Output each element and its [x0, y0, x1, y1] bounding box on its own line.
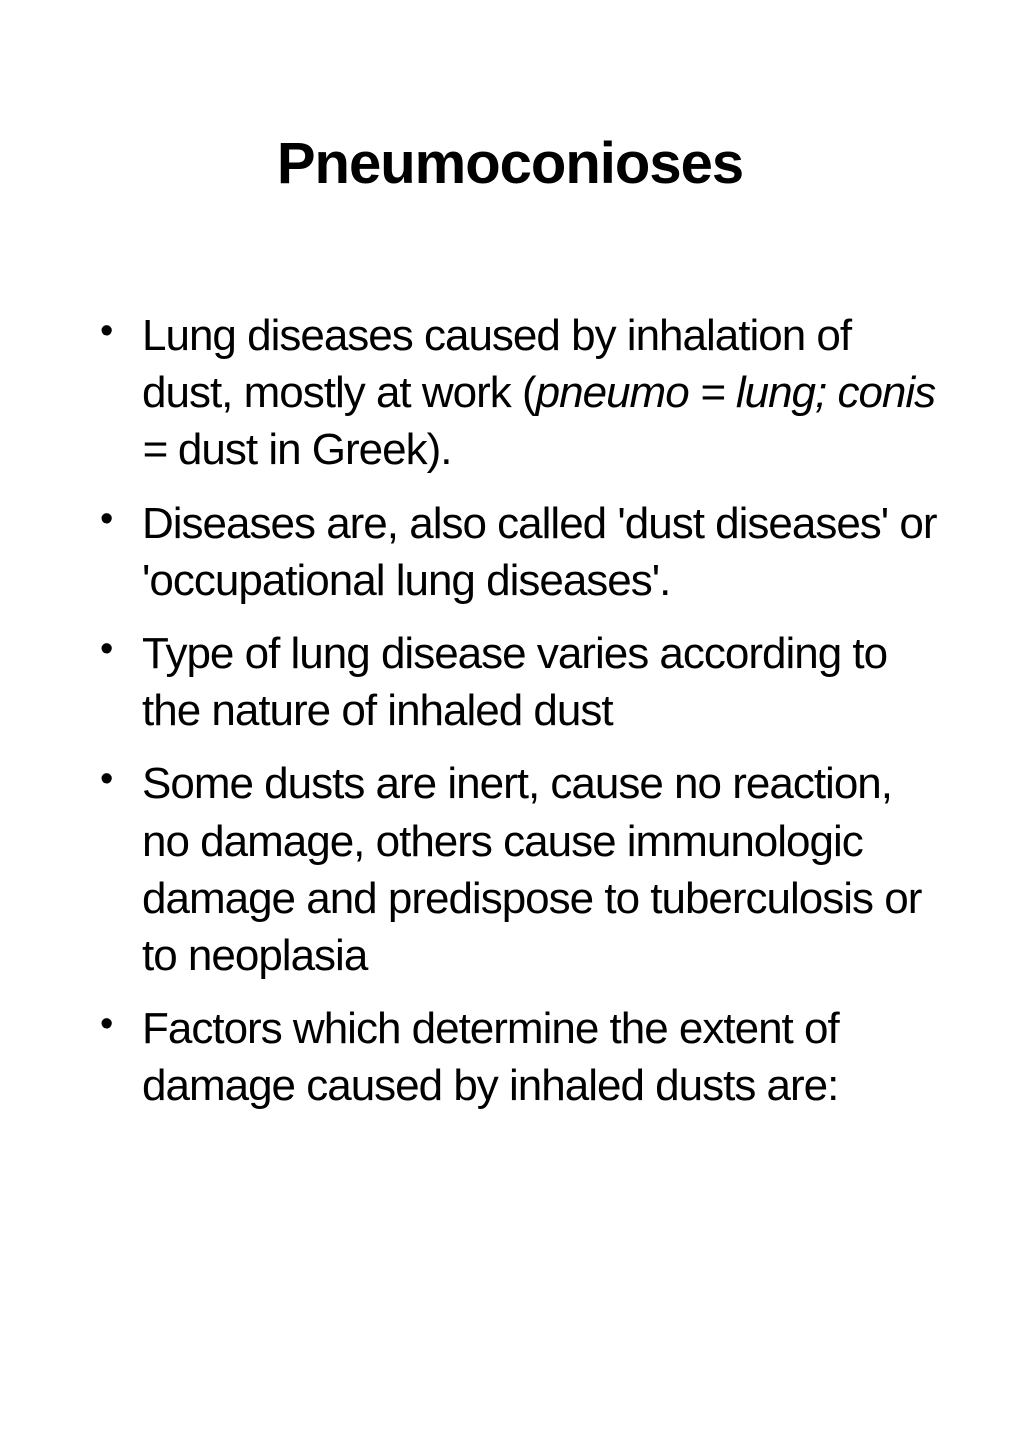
- bullet-item: Diseases are, also called 'dust diseases…: [100, 495, 950, 609]
- slide-title: Pneumoconioses: [70, 130, 950, 197]
- bullet-item: Factors which determine the extent of da…: [100, 1000, 950, 1114]
- bullet-item: Lung diseases caused by inhalation of du…: [100, 307, 950, 479]
- bullet-text-segment: dust in Greek).: [178, 425, 452, 474]
- bullet-item: Some dusts are inert, cause no reaction,…: [100, 755, 950, 984]
- bullet-text-segment: Diseases are, also called 'dust diseases…: [142, 499, 937, 605]
- bullet-item: Type of lung disease varies according to…: [100, 625, 950, 739]
- bullet-text-segment: Factors which determine the extent of da…: [142, 1004, 839, 1110]
- bullet-text-segment: Some dusts are inert, cause no reaction,…: [142, 759, 921, 980]
- bullet-text-segment: Type of lung disease varies according to…: [142, 629, 887, 735]
- bullet-list: Lung diseases caused by inhalation of du…: [70, 307, 950, 1114]
